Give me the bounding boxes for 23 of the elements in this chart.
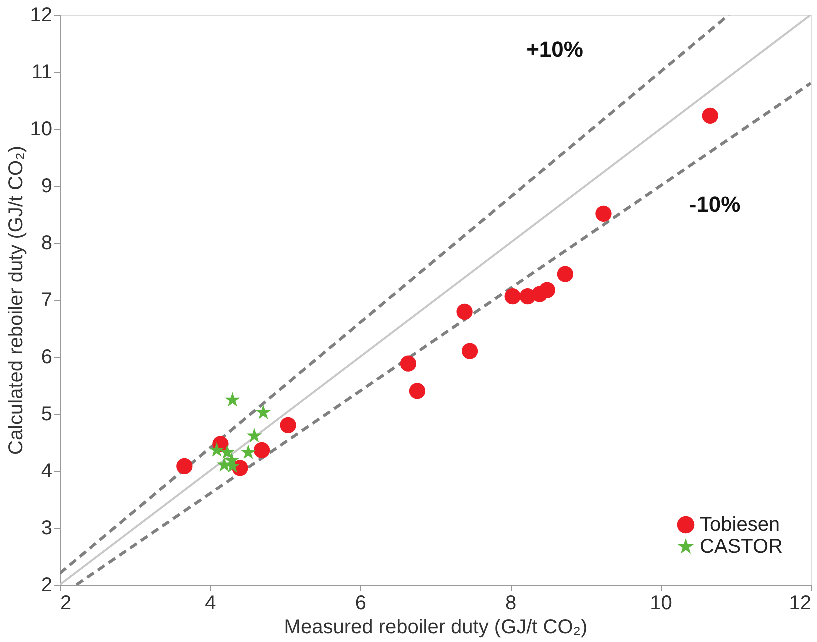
legend-label: CASTOR	[700, 536, 783, 558]
y-tick-label: 9	[41, 176, 52, 198]
x-tick-label: 8	[506, 592, 517, 614]
y-tick-label: 10	[30, 118, 52, 140]
y-tick-label: 3	[41, 518, 52, 540]
y-tick-label: 12	[30, 4, 52, 26]
y-tick-label: 11	[32, 62, 52, 84]
x-axis-title: Measured reboiler duty (GJ/t CO₂)	[284, 616, 588, 638]
y-tick-label: 4	[41, 460, 52, 482]
legend-label: Tobiesen	[700, 514, 780, 536]
y-tick-label: 6	[41, 346, 52, 368]
x-tick-label: 10	[650, 592, 672, 614]
x-tick-label: 2	[60, 592, 72, 614]
y-axis-title: Calculated reboiler duty (GJ/t CO₂)	[5, 146, 28, 455]
x-tick-label: 6	[355, 592, 366, 614]
annotation: +10%	[526, 37, 584, 62]
x-tick-label: 12	[789, 592, 812, 614]
y-tick-label: 2	[41, 574, 52, 596]
y-tick-label: 8	[41, 232, 52, 254]
y-tick-label: 7	[41, 290, 52, 312]
y-tick-label: 5	[41, 404, 52, 426]
annotation: -10%	[689, 192, 741, 217]
x-tick-label: 4	[205, 592, 216, 614]
